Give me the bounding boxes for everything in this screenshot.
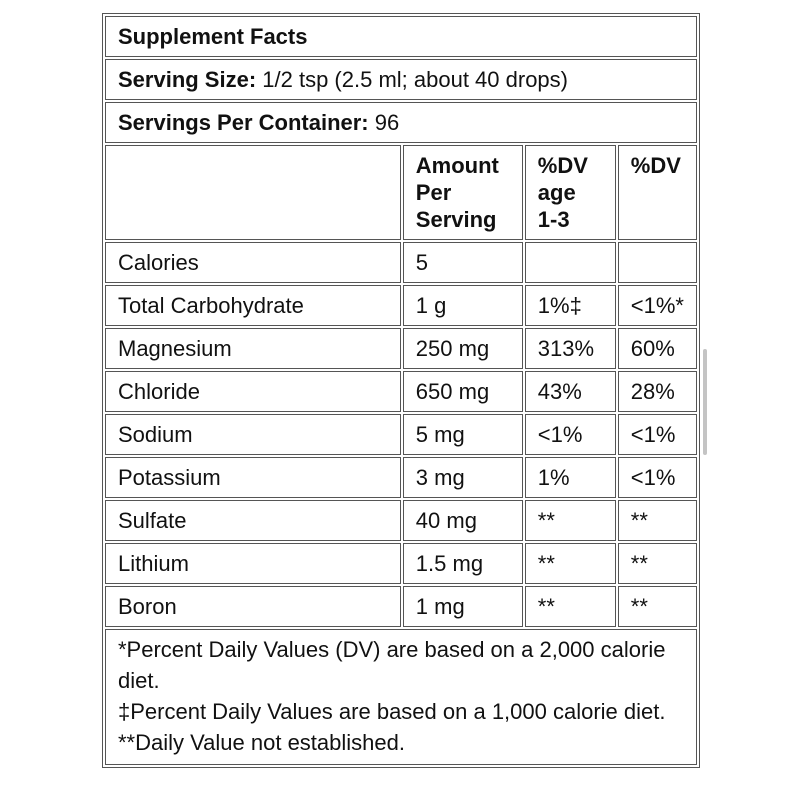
cell-amount: 1 mg [402, 586, 523, 627]
cell-dv-child: 43% [524, 371, 616, 412]
footnote: *Percent Daily Values (DV) are based on … [118, 637, 666, 693]
table-row: Sodium 5 mg <1% <1% [105, 414, 697, 455]
cell-dv: <1%* [617, 285, 697, 326]
cell-amount: 3 mg [402, 457, 523, 498]
cell-name: Sodium [105, 414, 401, 455]
table-row: Potassium 3 mg 1% <1% [105, 457, 697, 498]
header-dv-child: %DV age 1-3 [524, 145, 616, 240]
cell-dv-child: ** [524, 500, 616, 541]
header-amount: Amount Per Serving [402, 145, 523, 240]
cell-name: Total Carbohydrate [105, 285, 401, 326]
cell-dv-child: <1% [524, 414, 616, 455]
cell-dv: ** [617, 543, 697, 584]
cell-dv-child: 1% [524, 457, 616, 498]
header-blank [105, 145, 401, 240]
footnote: ‡Percent Daily Values are based on a 1,0… [118, 699, 666, 724]
servings-per-container: Servings Per Container: 96 [105, 102, 697, 143]
cell-amount: 5 [402, 242, 523, 283]
table-row: Boron 1 mg ** ** [105, 586, 697, 627]
footnote: **Daily Value not established. [118, 730, 405, 755]
cell-amount: 40 mg [402, 500, 523, 541]
table-row: Chloride 650 mg 43% 28% [105, 371, 697, 412]
serving-size: Serving Size: 1/2 tsp (2.5 ml; about 40 … [105, 59, 697, 100]
cell-dv-child: 1%‡ [524, 285, 616, 326]
cell-name: Calories [105, 242, 401, 283]
cell-dv [617, 242, 697, 283]
header-dv: %DV [617, 145, 697, 240]
cell-dv: ** [617, 500, 697, 541]
cell-dv: ** [617, 586, 697, 627]
column-header-row: Amount Per Serving %DV age 1-3 %DV [105, 145, 697, 240]
cell-amount: 5 mg [402, 414, 523, 455]
cell-dv: 28% [617, 371, 697, 412]
cell-dv: <1% [617, 457, 697, 498]
cell-dv: <1% [617, 414, 697, 455]
cell-name: Sulfate [105, 500, 401, 541]
cell-amount: 1 g [402, 285, 523, 326]
cell-name: Magnesium [105, 328, 401, 369]
table-row: Magnesium 250 mg 313% 60% [105, 328, 697, 369]
cell-name: Potassium [105, 457, 401, 498]
table-row: Sulfate 40 mg ** ** [105, 500, 697, 541]
cell-amount: 650 mg [402, 371, 523, 412]
table-title: Supplement Facts [105, 16, 697, 57]
cell-dv-child [524, 242, 616, 283]
cell-name: Chloride [105, 371, 401, 412]
footnotes: *Percent Daily Values (DV) are based on … [105, 629, 697, 765]
table-row: Calories 5 [105, 242, 697, 283]
table-row: Lithium 1.5 mg ** ** [105, 543, 697, 584]
table-row: Total Carbohydrate 1 g 1%‡ <1%* [105, 285, 697, 326]
serving-size-label: Serving Size: [118, 67, 257, 92]
cell-dv: 60% [617, 328, 697, 369]
supplement-facts-table: Supplement Facts Serving Size: 1/2 tsp (… [102, 13, 700, 768]
cell-name: Lithium [105, 543, 401, 584]
servings-label: Servings Per Container: [118, 110, 369, 135]
serving-size-value: 1/2 tsp (2.5 ml; about 40 drops) [256, 67, 568, 92]
cell-dv-child: ** [524, 586, 616, 627]
cell-amount: 1.5 mg [402, 543, 523, 584]
scrollbar[interactable] [703, 349, 707, 455]
cell-dv-child: 313% [524, 328, 616, 369]
cell-name: Boron [105, 586, 401, 627]
servings-value: 96 [368, 110, 400, 135]
cell-amount: 250 mg [402, 328, 523, 369]
cell-dv-child: ** [524, 543, 616, 584]
